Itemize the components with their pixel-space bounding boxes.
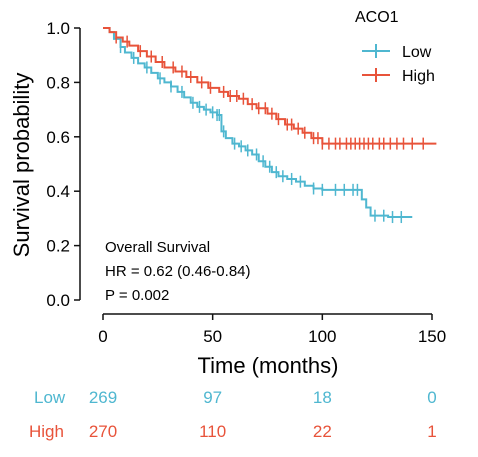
y-tick-label: 0.8 (46, 73, 70, 92)
survival-curve-high (103, 27, 437, 145)
risk-count-low: 269 (88, 388, 118, 407)
y-tick-label: 0.6 (46, 128, 70, 147)
annotation-pvalue: P = 0.002 (105, 287, 169, 304)
risk-label-low: Low (34, 388, 66, 407)
legend-high-label: High (402, 68, 435, 85)
legend-title: ACO1 (355, 9, 399, 26)
x-tick-label: 50 (203, 327, 222, 346)
risk-label-high: High (29, 422, 64, 441)
y-axis-label: Survival probability (9, 73, 34, 258)
x-tick-label: 100 (308, 327, 336, 346)
legend: ACO1 Low High (355, 9, 435, 85)
km-plot: 0.0 0.2 0.4 0.6 0.8 1.0 0 50 100 150 Survival pro… (9, 9, 446, 378)
y-tick-label: 0.2 (46, 237, 70, 256)
x-tick-label: 150 (418, 327, 446, 346)
risk-count-low: 18 (312, 388, 332, 407)
risk-count-low: 97 (203, 388, 223, 407)
risk-count-high: 270 (88, 422, 118, 441)
legend-low-label: Low (402, 44, 432, 61)
plot-axes: 0.0 0.2 0.4 0.6 0.8 1.0 0 50 100 150 (46, 19, 446, 346)
annotation-title: Overall Survival (105, 239, 210, 256)
y-tick-label: 1.0 (46, 19, 70, 38)
risk-count-high: 1 (427, 422, 437, 441)
series-layer (103, 27, 437, 224)
y-tick-label: 0.4 (46, 182, 70, 201)
x-tick-label: 0 (98, 327, 107, 346)
x-axis-label: Time (months) (198, 353, 339, 378)
annotation-hr: HR = 0.62 (0.46-0.84) (105, 263, 251, 280)
risk-count-high: 22 (312, 422, 332, 441)
y-tick-label: 0.0 (46, 291, 70, 310)
risk-count-low: 0 (427, 388, 437, 407)
risk-count-high: 110 (199, 422, 227, 441)
